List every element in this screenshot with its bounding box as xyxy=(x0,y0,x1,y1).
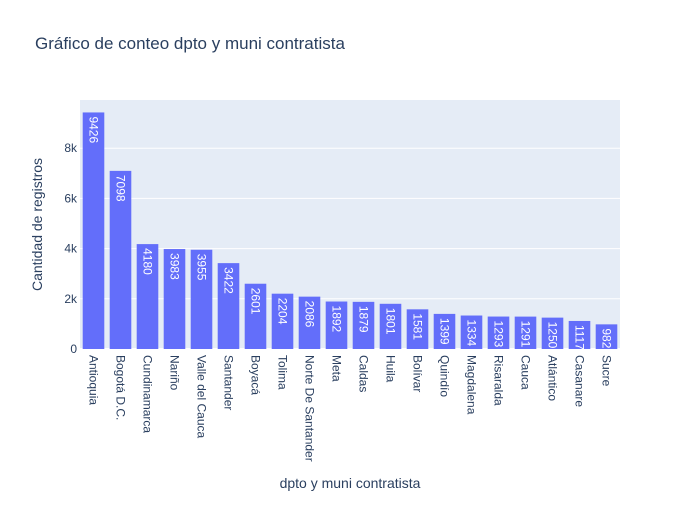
x-tick-label: Risaralda xyxy=(492,355,506,406)
y-tick-label: 8k xyxy=(64,141,78,155)
x-tick-label: Atlántico xyxy=(546,355,560,401)
x-tick-label: Magdalena xyxy=(465,355,479,415)
bar-value-label: 1334 xyxy=(465,320,479,347)
bar-value-label: 4180 xyxy=(141,248,155,275)
bar-value-label: 2086 xyxy=(303,301,317,328)
x-tick-label: Bolívar xyxy=(411,355,425,392)
bar xyxy=(514,316,537,349)
bar xyxy=(352,301,375,349)
x-tick-label: Sucre xyxy=(600,355,614,387)
x-tick-label: Antioquia xyxy=(87,355,101,405)
bar xyxy=(541,317,564,349)
x-tick-label: Bogotá D.C. xyxy=(114,355,128,420)
y-tick-labels: 0 2k 4k 6k 8k xyxy=(64,141,78,356)
bar xyxy=(433,313,456,349)
bar xyxy=(217,263,240,349)
bar xyxy=(271,293,294,349)
bar xyxy=(460,315,483,349)
x-tick-label: Valle del Cauca xyxy=(195,355,209,438)
bar xyxy=(82,112,105,350)
bar xyxy=(568,320,591,349)
bar-value-label: 1399 xyxy=(438,318,452,345)
bar-value-label: 1250 xyxy=(546,322,560,349)
bar-value-label: 2601 xyxy=(249,288,263,315)
bar xyxy=(487,316,510,349)
bar-value-label: 1581 xyxy=(411,313,425,340)
bar-value-label: 3983 xyxy=(168,253,182,280)
bar xyxy=(109,170,132,349)
bars xyxy=(82,112,618,350)
bar xyxy=(595,324,618,349)
x-tick-label: Santander xyxy=(222,355,236,410)
bar-value-label: 1892 xyxy=(330,306,344,333)
x-tick-label: Meta xyxy=(330,355,344,382)
bar xyxy=(325,301,348,349)
x-tick-label: Casanare xyxy=(573,355,587,407)
bar xyxy=(190,249,213,349)
y-axis-title: Cantidad de registros xyxy=(29,158,45,291)
y-tick-label: 2k xyxy=(64,292,78,306)
x-axis-title: dpto y muni contratista xyxy=(280,475,421,491)
bar xyxy=(298,296,321,349)
x-tick-label: Nariño xyxy=(168,355,182,391)
y-tick-label: 6k xyxy=(64,191,78,205)
bar xyxy=(163,249,186,349)
x-tick-label: Cundinamarca xyxy=(141,355,155,433)
x-tick-labels: Antioquia Bogotá D.C. Cundinamarca Nariño Va… xyxy=(87,355,614,462)
bar-value-label: 7098 xyxy=(114,175,128,202)
plot-background xyxy=(80,100,620,349)
bar xyxy=(406,309,429,349)
bar-value-label: 9426 xyxy=(87,116,101,143)
y-tick-label: 4k xyxy=(64,242,78,256)
y-tick-label: 0 xyxy=(70,342,77,356)
bar-value-label: 3422 xyxy=(222,267,236,294)
bar-value-label: 982 xyxy=(600,328,614,348)
x-tick-label: Cauca xyxy=(519,355,533,390)
chart-title: Gráfico de conteo dpto y muni contratist… xyxy=(35,34,345,53)
bar-value-label: 1291 xyxy=(519,321,533,348)
bar-labels: 9426 7098 4180 3983 3955 3422 2601 2204 2086 1892… xyxy=(87,116,614,350)
bar-value-label: 2204 xyxy=(276,298,290,325)
bar xyxy=(244,283,267,349)
x-tick-label: Huila xyxy=(384,355,398,383)
x-tick-label: Tolima xyxy=(276,355,290,390)
x-tick-label: Quindío xyxy=(438,355,452,397)
x-tick-label: Caldas xyxy=(357,355,371,392)
bar-value-label: 3955 xyxy=(195,254,209,281)
bar-value-label: 1879 xyxy=(357,306,371,333)
x-tick-label: Norte De Santander xyxy=(303,355,317,462)
bar xyxy=(379,303,402,349)
bar-value-label: 1117 xyxy=(573,325,587,350)
bar-value-label: 1293 xyxy=(492,321,506,348)
x-tick-label: Boyacá xyxy=(249,355,263,395)
bar-value-label: 1801 xyxy=(384,308,398,335)
bar xyxy=(136,244,159,349)
